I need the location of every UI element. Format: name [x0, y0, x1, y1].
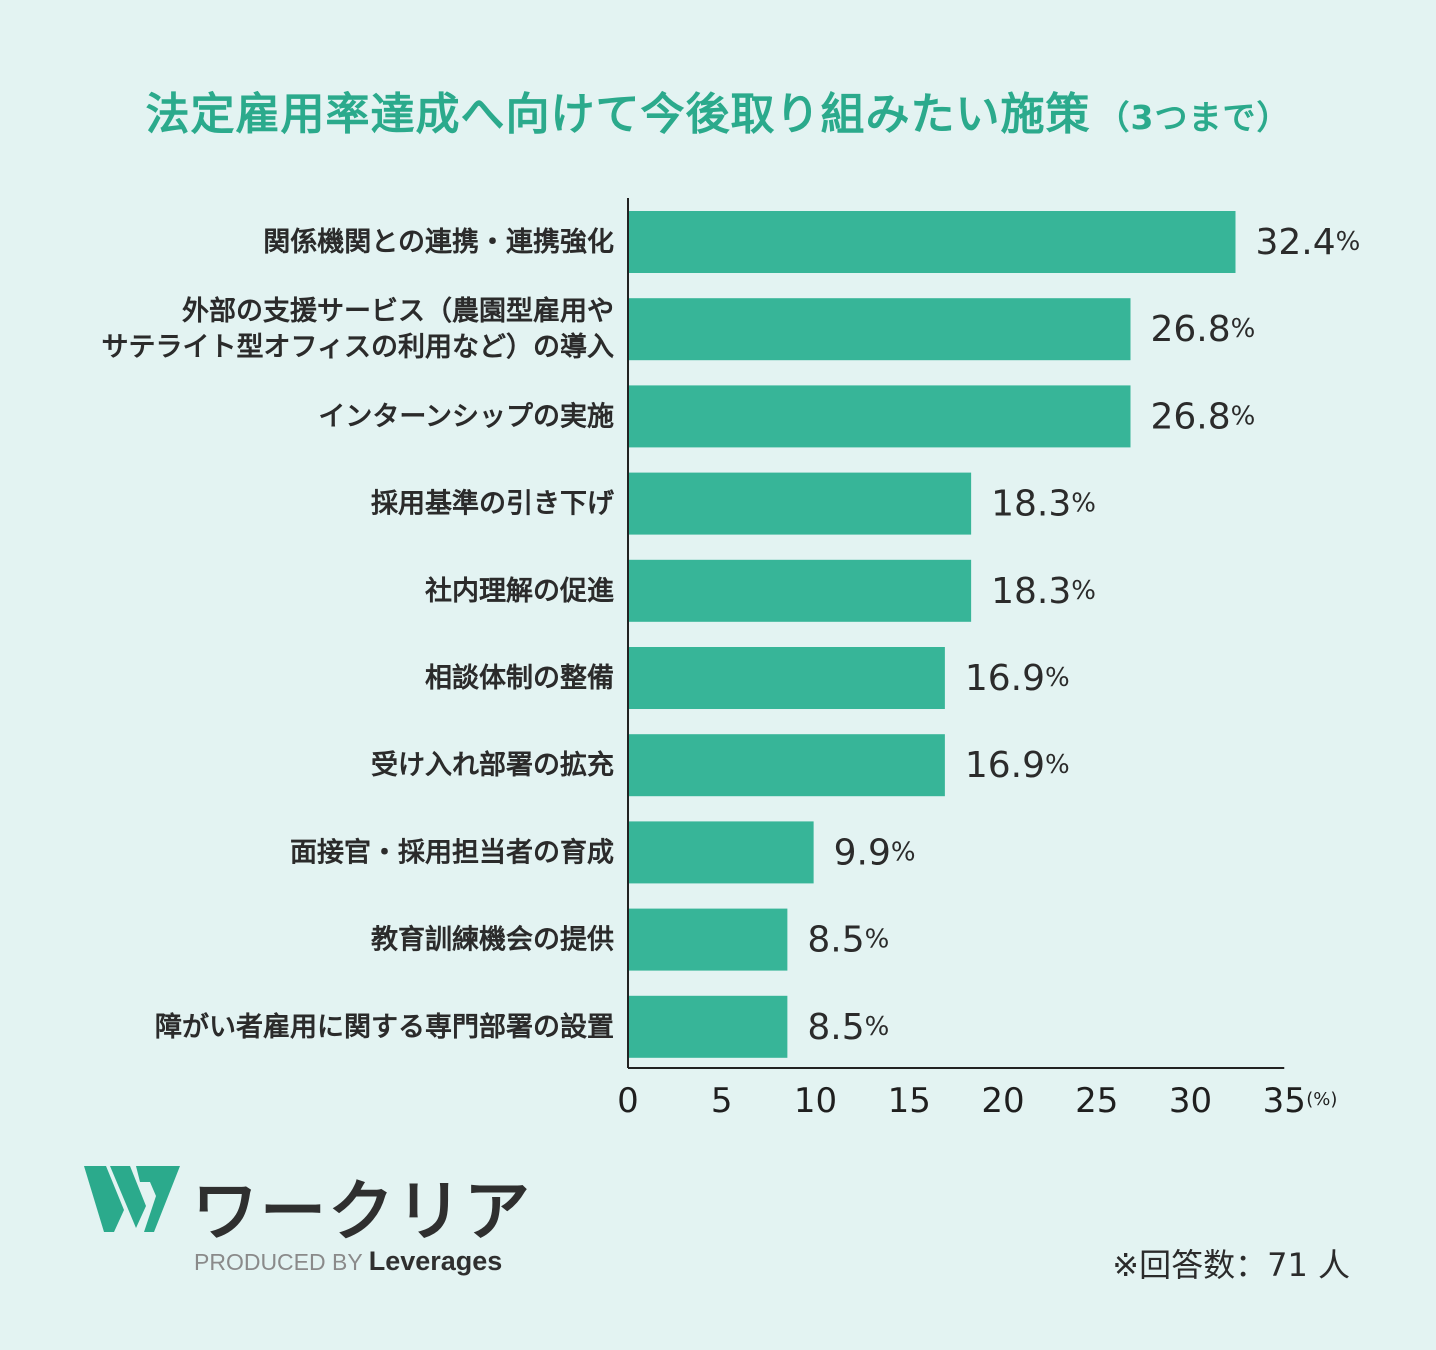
value-label-9: 8.5% — [807, 919, 889, 960]
category-label-10: 障がい者雇用に関する専門部署の設置 — [155, 1010, 614, 1042]
value-label-5: 18.3% — [991, 570, 1096, 611]
logo: ワークリア PRODUCED BY Leverages — [84, 1160, 530, 1280]
value-label-3: 26.8% — [1151, 396, 1256, 437]
respondents-note: ※回答数：71 人 — [1112, 1246, 1350, 1284]
bar-chart: 関係機関との連携・連携強化外部の支援サービス（農園型雇用やサテライト型オフィスの… — [102, 198, 1360, 1121]
axes — [627, 198, 1285, 1069]
x-tick-label-15: 15 — [888, 1081, 931, 1121]
produced-by: PRODUCED BY Leverages — [194, 1246, 502, 1277]
x-tick-label-0: 0 — [617, 1081, 639, 1121]
x-axis-unit: (%) — [1306, 1089, 1337, 1110]
chart-title-note: （3つまで） — [1096, 98, 1291, 137]
bar-3 — [628, 385, 1131, 448]
bar-8 — [628, 821, 814, 884]
chart-title: 法定雇用率達成へ向けて今後取り組みたい施策 （3つまで） — [0, 78, 1436, 142]
value-label-8: 9.9% — [834, 832, 916, 873]
x-tick-label-35: 35 — [1263, 1081, 1306, 1121]
x-tick-labels: 0 5 10 15 20 25 30 35 (%) — [617, 1081, 1337, 1121]
value-label-1: 32.4% — [1256, 222, 1361, 263]
x-tick-label-30: 30 — [1169, 1081, 1212, 1121]
x-tick-label-10: 10 — [794, 1081, 837, 1121]
logo-wordmark: ワークリア — [192, 1173, 532, 1250]
category-label-8: 面接官・採用担当者の育成 — [290, 836, 614, 868]
category-label-7: 受け入れ部署の拡充 — [371, 749, 614, 781]
category-label-9: 教育訓練機会の提供 — [371, 923, 614, 955]
x-tick-label-20: 20 — [981, 1081, 1024, 1121]
value-label-6: 16.9% — [965, 658, 1070, 699]
category-label-5: 社内理解の促進 — [425, 574, 614, 606]
brand-name: Leverages — [368, 1246, 503, 1276]
category-labels: 関係機関との連携・連携強化外部の支援サービス（農園型雇用やサテライト型オフィスの… — [102, 227, 615, 1043]
value-label-10: 8.5% — [807, 1006, 889, 1047]
bar-1 — [628, 211, 1236, 273]
value-label-7: 16.9% — [965, 745, 1070, 786]
produced-by-label: PRODUCED BY — [194, 1249, 363, 1275]
bar-4 — [628, 472, 972, 535]
category-label-4: 採用基準の引き下げ — [371, 487, 615, 519]
x-tick-label-5: 5 — [711, 1081, 733, 1121]
value-label-2: 26.8% — [1151, 309, 1256, 350]
x-tick-label-25: 25 — [1075, 1081, 1118, 1121]
category-label-1: 関係機関との連携・連携強化 — [263, 227, 614, 258]
value-labels: 32.4% 26.8% 26.8% 18.3% 18.3% 16.9% 16.9% 9.9% 8… — [807, 222, 1360, 1048]
bar-2 — [628, 298, 1131, 361]
chart-title-text: 法定雇用率達成へ向けて今後取り組みたい施策 — [145, 89, 1091, 140]
bars-layer — [628, 211, 1236, 1058]
category-label-2: 外部の支援サービス（農園型雇用やサテライト型オフィスの利用など）の導入 — [102, 295, 614, 363]
bar-7 — [628, 734, 945, 797]
bar-6 — [628, 647, 945, 709]
category-label-6: 相談体制の整備 — [425, 662, 614, 694]
workclear-logo-icon — [84, 1166, 180, 1232]
bar-10 — [628, 995, 788, 1058]
category-label-3: インターンシップの実施 — [318, 400, 614, 432]
bar-5 — [628, 559, 972, 622]
bar-9 — [628, 908, 788, 971]
value-label-4: 18.3% — [991, 483, 1096, 524]
